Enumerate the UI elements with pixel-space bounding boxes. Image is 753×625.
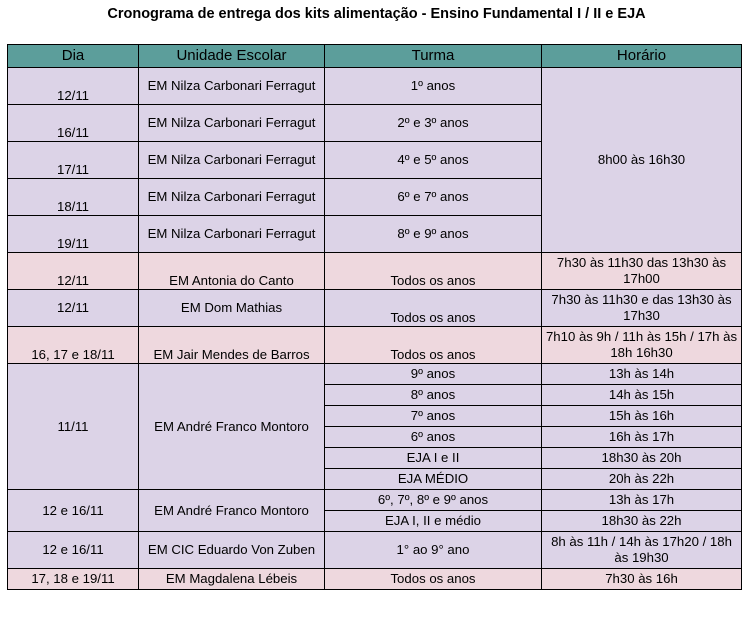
horario-cell: 13h às 17h [541,489,742,511]
header-dia: Dia [7,44,139,68]
dia-cell: 16, 17 e 18/11 [7,326,139,364]
horario-cell: 15h às 16h [541,405,742,427]
unidade-cell: EM Dom Mathias [138,289,325,327]
unidade-cell: EM Nilza Carbonari Ferragut [138,104,325,142]
table-row: 16, 17 e 18/11 EM Jair Mendes de Barros … [7,326,742,364]
dia-cell: 12 e 16/11 [7,531,139,569]
horario-cell: 20h às 22h [541,468,742,490]
unidade-cell: EM Nilza Carbonari Ferragut [138,215,325,253]
turma-cell: 6º e 7º anos [324,178,542,216]
dia-cell: 17/11 [7,141,139,179]
unidade-cell: EM Magdalena Lébeis [138,568,325,590]
unidade-cell: EM André Franco Montoro [138,489,325,532]
unidade-cell: EM Nilza Carbonari Ferragut [138,67,325,105]
dia-cell: 18/11 [7,178,139,216]
table-row: 17, 18 e 19/11 EM Magdalena Lébeis Todos… [7,568,742,590]
dia-cell: 12/11 [7,252,139,290]
unidade-cell: EM Nilza Carbonari Ferragut [138,141,325,179]
table-row: 12/11 EM Dom Mathias Todos os anos 7h30 … [7,289,742,327]
table-row: 12/11 EM Nilza Carbonari Ferragut 1º ano… [7,67,742,253]
unidade-cell: EM Antonia do Canto [138,252,325,290]
turma-cell: 4º e 5º anos [324,141,542,179]
turma-cell: 1° ao 9° ano [324,531,542,569]
dia-cell: 12/11 [7,289,139,327]
table-row: 12 e 16/11 EM CIC Eduardo Von Zuben 1° a… [7,531,742,569]
horario-cell: 18h30 às 20h [541,447,742,469]
horario-cell: 13h às 14h [541,363,742,385]
turma-cell: 6º, 7º, 8º e 9º anos [324,489,542,511]
unidade-cell: EM André Franco Montoro [138,363,325,490]
table-row: 12/11 EM Antonia do Canto Todos os anos … [7,252,742,290]
turma-cell: Todos os anos [324,568,542,590]
dia-cell: 12/11 [7,67,139,105]
unidade-cell: EM CIC Eduardo Von Zuben [138,531,325,569]
page-title: Cronograma de entrega dos kits alimentaç… [107,6,646,22]
dia-cell: 11/11 [7,363,139,490]
dia-cell: 17, 18 e 19/11 [7,568,139,590]
dia-cell: 19/11 [7,215,139,253]
table-row: 12 e 16/11 EM André Franco Montoro 6º, 7… [7,489,742,532]
turma-cell: 1º anos [324,67,542,105]
dia-cell: 16/11 [7,104,139,142]
table-row: 11/11 EM André Franco Montoro 9º anos 13… [7,363,742,490]
header-unidade: Unidade Escolar [138,44,325,68]
turma-cell: 8º e 9º anos [324,215,542,253]
turma-cell: EJA I e II [324,447,542,469]
unidade-cell: EM Jair Mendes de Barros [138,326,325,364]
horario-cell: 8h00 às 16h30 [541,67,742,253]
horario-cell: 7h30 às 16h [541,568,742,590]
turma-cell: 8º anos [324,384,542,406]
turma-cell: EJA I, II e médio [324,510,542,532]
horario-cell: 7h10 às 9h / 11h às 15h / 17h às 18h 16h… [541,326,742,364]
turma-cell: 6º anos [324,426,542,448]
turma-cell: Todos os anos [324,326,542,364]
dia-cell: 12 e 16/11 [7,489,139,532]
header-turma: Turma [324,44,542,68]
horario-cell: 14h às 15h [541,384,742,406]
horario-cell: 7h30 às 11h30 das 13h30 às 17h00 [541,252,742,290]
unidade-cell: EM Nilza Carbonari Ferragut [138,178,325,216]
delivery-schedule-table: Dia Unidade Escolar Turma Horário 12/11 … [7,44,742,590]
turma-cell: 7º anos [324,405,542,427]
turma-cell: Todos os anos [324,252,542,290]
table-header-row: Dia Unidade Escolar Turma Horário [7,44,742,68]
horario-cell: 8h às 11h / 14h às 17h20 / 18h às 19h30 [541,531,742,569]
turma-cell: EJA MÉDIO [324,468,542,490]
horario-cell: 16h às 17h [541,426,742,448]
header-horario: Horário [541,44,742,68]
horario-cell: 7h30 às 11h30 e das 13h30 às 17h30 [541,289,742,327]
turma-cell: 9º anos [324,363,542,385]
horario-cell: 18h30 às 22h [541,510,742,532]
table-row: EJA I, II e médio 18h30 às 22h [7,510,742,532]
turma-cell: 2º e 3º anos [324,104,542,142]
turma-cell: Todos os anos [324,289,542,327]
